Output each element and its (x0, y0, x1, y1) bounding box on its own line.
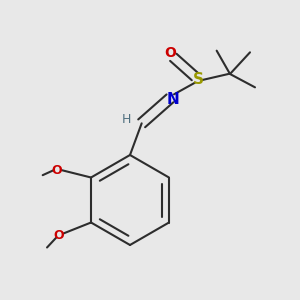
Text: O: O (52, 164, 62, 177)
Text: S: S (193, 73, 204, 88)
Text: H: H (122, 113, 131, 127)
Text: O: O (164, 46, 176, 60)
Text: O: O (53, 229, 64, 242)
Text: N: N (166, 92, 179, 107)
Text: methoxy: methoxy (0, 299, 1, 300)
